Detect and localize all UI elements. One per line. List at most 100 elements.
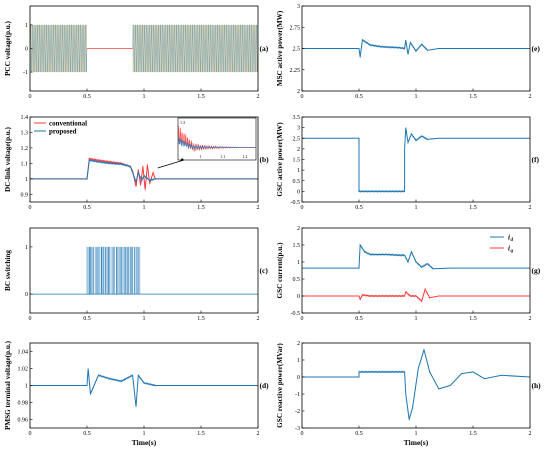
y-tick-label: 2 [297, 341, 300, 347]
ripple-P_msc [405, 40, 409, 54]
series-group [302, 243, 530, 303]
legend-subscript-d: d [511, 238, 514, 243]
ripple-P_gsc [421, 134, 428, 141]
panel-b: 0 0.5 1 1.5 2 0.9 1 1.1 1.2 1.3 1.4 DC-link voltage… [4, 115, 269, 211]
ripple-Q_gsc [412, 369, 419, 409]
panel-label: (c) [260, 266, 269, 275]
ripple-i_d [427, 262, 434, 270]
ripple-i_q [415, 294, 422, 303]
x-tick-label: 0.5 [355, 94, 363, 100]
x-tick-label: 2 [529, 431, 532, 437]
ripple-proposed [130, 167, 133, 172]
legend-box [488, 231, 528, 255]
series-line-voltage [30, 368, 258, 407]
x-tick-label: 0 [301, 431, 304, 437]
panel-label: (a) [260, 44, 269, 53]
y-tick-label: 1 [297, 260, 300, 266]
y-axis-label: PMSG terminal voltage(p.u.) [4, 340, 12, 430]
panel-label: (f) [532, 155, 540, 164]
ripple-i_q [405, 290, 411, 298]
y-axis-label: DC-link voltage(p.u.) [4, 126, 12, 191]
y-tick-label: -2 [295, 409, 300, 415]
y-tick-label: 1 [25, 177, 28, 183]
series-group [30, 157, 258, 191]
y-tick-label: 1 [25, 245, 28, 251]
x-tick-label: 2 [257, 316, 260, 322]
panel-a: 0 0.5 1 1.5 2 -1 0 1 PCC voltage(p.u.) (a) [4, 5, 269, 100]
series-group [30, 24, 258, 73]
ripple-voltage [132, 376, 137, 406]
x-tick-label: 1.5 [197, 94, 205, 100]
series-group [302, 347, 530, 421]
x-tick-label: 1.5 [197, 431, 205, 437]
y-tick-label: 3.5 [293, 115, 301, 121]
y-tick-label: 1.4 [21, 115, 29, 121]
y-tick-label: 1 [297, 168, 300, 174]
inset-y-tick: 1.3 [180, 120, 185, 125]
ripple-voltage [120, 373, 133, 383]
y-tick-label: 1.04 [18, 350, 29, 356]
inset-frame [177, 117, 257, 161]
ripple-P_gsc [405, 128, 409, 142]
ripple-conventional [142, 167, 146, 189]
ripple-proposed [120, 162, 131, 169]
series-group [30, 246, 258, 295]
ripple-voltage [98, 373, 111, 381]
x-tick-label: 1.5 [197, 316, 205, 322]
x-tick-label: 2 [257, 94, 260, 100]
ripple-P_gsc [358, 189, 405, 194]
panel-label: (b) [260, 155, 270, 164]
legend-label-id: i [508, 234, 510, 242]
y-tick-label: 1 [25, 23, 28, 29]
x-tick-label: 1 [143, 316, 146, 322]
plot-frame [301, 116, 531, 203]
y-axis-label: BC switching [4, 250, 12, 291]
y-axis-label: PCC voltage(p.u.) [4, 20, 12, 76]
y-tick-label: 0 [25, 47, 28, 53]
y-axis-label: GSC active power(MW) [276, 122, 284, 197]
x-tick-label: 1 [143, 431, 146, 437]
x-tick-label: 0 [301, 316, 304, 322]
ripple-i_q [410, 294, 417, 298]
ripple-P_msc [421, 43, 428, 52]
x-axis-label: Time(s) [132, 438, 157, 447]
y-tick-label: 2 [297, 226, 300, 232]
y-tick-label: 0.98 [18, 401, 29, 407]
ripple-i_q [421, 288, 426, 303]
ripple-conventional [138, 170, 141, 185]
ripple-conventional [89, 157, 99, 162]
x-tick-label: 0.5 [355, 431, 363, 437]
x-tick-label: 1.5 [197, 205, 205, 211]
y-tick-label: 1.1 [21, 161, 29, 167]
x-tick-label: 0.5 [83, 431, 91, 437]
ripple-P_gsc [411, 133, 417, 142]
ripple-P_msc [410, 41, 417, 53]
x-tick-label: 1 [415, 316, 418, 322]
x-tick-label: 1 [415, 431, 418, 437]
ripple-proposed [138, 172, 142, 181]
x-tick-label: 0 [29, 205, 32, 211]
y-tick-label: 2 [297, 89, 300, 95]
series-line-i_q [302, 287, 530, 303]
panel-c: 0 0.5 1 1.5 2 0 1 BC switching (c) [4, 227, 269, 322]
ripple-i_q [424, 289, 430, 299]
x-tick-label: 1.5 [469, 205, 477, 211]
x-tick-label: 2 [257, 205, 260, 211]
x-tick-label: 1.5 [469, 316, 477, 322]
x-tick-label: 0.5 [83, 316, 91, 322]
inset-x-tick: 1 [199, 154, 201, 159]
series-group [302, 127, 530, 194]
y-tick-label: 2 [297, 147, 300, 153]
y-tick-label: 0 [297, 189, 300, 195]
legend-label-conventional: conventional [49, 120, 87, 128]
ripple-conventional [140, 165, 144, 187]
oscillation-trace [30, 24, 88, 73]
panel-label: (e) [532, 44, 541, 53]
x-tick-label: 1.5 [469, 94, 477, 100]
ripple-proposed [149, 177, 156, 182]
ripple-voltage [138, 374, 145, 385]
ripple-i_d [387, 252, 400, 257]
plot-frame [29, 227, 259, 314]
